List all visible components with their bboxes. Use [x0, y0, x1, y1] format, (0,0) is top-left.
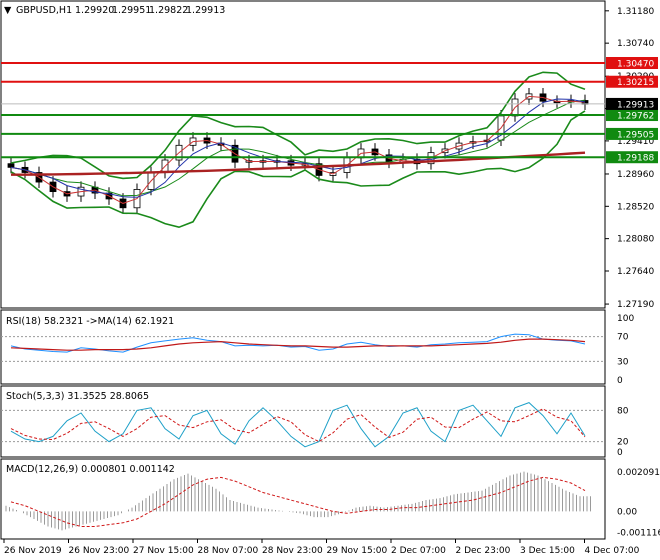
macd-tick-label: 0.00 — [617, 507, 637, 517]
time-tick-label: 28 Nov 07:00 — [198, 546, 259, 556]
price-tick-label: 1.28960 — [617, 170, 654, 180]
time-tick-label: 29 Nov 15:00 — [327, 546, 388, 556]
rsi-label: RSI(18) 58.2321 ->MA(14) 62.1921 — [6, 316, 174, 327]
resistance-badge — [606, 57, 658, 69]
current-price-badge — [606, 97, 658, 110]
time-tick-label: 4 Dec 07:00 — [585, 546, 640, 556]
support-badge — [606, 127, 658, 140]
rsi-tick-label: 70 — [617, 333, 629, 343]
rsi-tick-label: 30 — [617, 357, 629, 367]
candle — [7, 163, 15, 168]
symbol-label: GBPUSD,H1 — [16, 5, 72, 16]
price-tick-label: 1.30740 — [617, 39, 654, 49]
open-price: 1.29920 — [75, 5, 114, 16]
price-tick-label: 1.27640 — [617, 267, 654, 277]
time-tick-label: 26 Nov 2019 — [4, 546, 62, 556]
macd-signal-line — [10, 476, 586, 527]
support-label: 1.29505 — [617, 130, 654, 140]
rsi-ma-line — [10, 338, 586, 351]
stoch-label: Stoch(5,3,3) 31.3525 28.8065 — [6, 391, 149, 402]
bollinger-mid-line — [10, 99, 586, 197]
support-label: 1.29188 — [617, 154, 654, 164]
price-tick-label: 1.28520 — [617, 202, 654, 212]
resistance-label: 1.30215 — [617, 78, 654, 88]
stoch-d-line — [10, 408, 586, 443]
close-price: 1.29913 — [186, 5, 225, 16]
time-tick-label: 2 Dec 23:00 — [456, 546, 511, 556]
macd-tick-label: 0.002091 — [617, 468, 660, 478]
price-tick-label: 1.29410 — [617, 137, 654, 147]
time-tick-label: 2 Dec 07:00 — [391, 546, 446, 556]
price-tick-label: 1.27190 — [617, 300, 654, 310]
support-badge — [606, 151, 658, 164]
fast-ma-line — [10, 95, 586, 204]
stoch-k-line — [10, 402, 586, 448]
rsi-line — [10, 333, 586, 353]
macd-label: MACD(12,26,9) 0.000801 0.001142 — [6, 464, 175, 475]
support-label: 1.29762 — [617, 112, 654, 122]
low-price: 1.29822 — [149, 5, 188, 16]
current-price-label: 1.29913 — [617, 100, 654, 110]
high-price: 1.29951 — [112, 5, 151, 16]
rsi-tick-label: 100 — [617, 314, 634, 324]
macd-tick-label: -0.001116 — [617, 529, 660, 539]
price-tick-label: 1.28080 — [617, 235, 654, 245]
time-tick-label: 28 Nov 23:00 — [262, 546, 323, 556]
stoch-tick-label: 0 — [617, 448, 623, 458]
support-badge — [606, 109, 658, 122]
medium-ma-line — [10, 98, 586, 198]
stoch-tick-label: 80 — [617, 406, 629, 416]
time-tick-label: 27 Nov 15:00 — [133, 546, 194, 556]
price-pane[interactable] — [0, 0, 606, 309]
bollinger-lower-line — [10, 110, 586, 229]
stoch-tick-label: 20 — [617, 438, 629, 448]
price-tick-label: 1.31180 — [617, 7, 654, 17]
time-tick-label: 26 Nov 23:00 — [69, 546, 130, 556]
rsi-tick-label: 0 — [617, 376, 623, 386]
resistance-badge — [606, 75, 658, 88]
time-tick-label: 3 Dec 15:00 — [520, 546, 575, 556]
slow-ma-line — [11, 151, 586, 176]
resistance-label: 1.30470 — [617, 60, 654, 70]
chart-collapse-icon[interactable]: ▼ — [4, 5, 12, 16]
